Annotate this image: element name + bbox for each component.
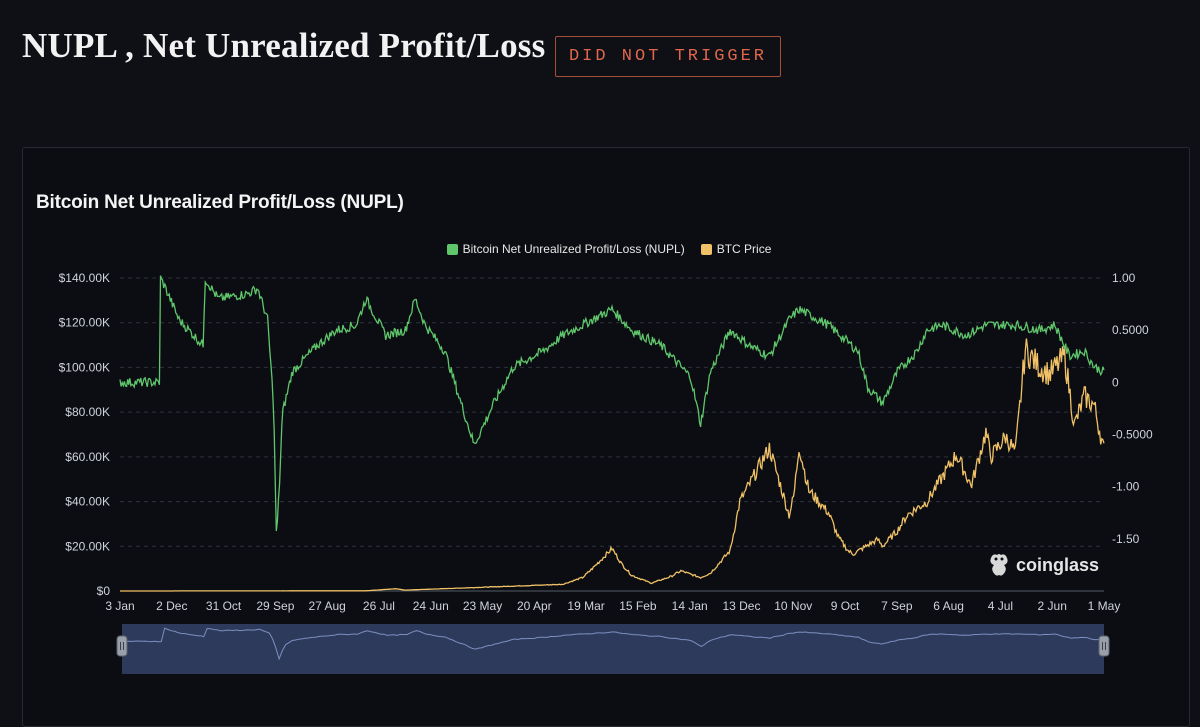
x-tick-label: 20 Apr bbox=[517, 599, 552, 613]
legend-item-btc-price[interactable]: BTC Price bbox=[700, 242, 772, 256]
x-tick-label: 29 Sep bbox=[256, 599, 294, 613]
x-tick-label: 2 Jun bbox=[1038, 599, 1067, 613]
x-tick-label: 6 Aug bbox=[933, 599, 964, 613]
navigator-right-handle[interactable] bbox=[1098, 635, 1110, 657]
legend-swatch-btc-price bbox=[700, 243, 712, 255]
y-left-tick-label: $100.00K bbox=[59, 360, 110, 374]
x-tick-label: 26 Jul bbox=[363, 599, 395, 613]
x-tick-label: 24 Jun bbox=[413, 599, 449, 613]
x-tick-label: 31 Oct bbox=[206, 599, 242, 613]
y-left-tick-label: $40.00K bbox=[65, 495, 110, 509]
trigger-status-badge: DID NOT TRIGGER bbox=[555, 36, 781, 77]
y-right-tick-label: 1.00 bbox=[1112, 271, 1136, 285]
y-left-tick-label: $80.00K bbox=[65, 405, 110, 419]
y-right-tick-label: -1.00 bbox=[1112, 480, 1140, 494]
x-tick-label: 13 Dec bbox=[722, 599, 760, 613]
y-left-tick-label: $120.00K bbox=[59, 316, 110, 330]
x-tick-label: 15 Feb bbox=[619, 599, 657, 613]
y-right-tick-label: 0.5000 bbox=[1112, 323, 1149, 337]
x-tick-label: 3 Jan bbox=[105, 599, 134, 613]
coinglass-logo-text: coinglass bbox=[1016, 554, 1100, 575]
y-right-tick-label: -0.5000 bbox=[1112, 428, 1153, 442]
legend-item-nupl[interactable]: Bitcoin Net Unrealized Profit/Loss (NUPL… bbox=[446, 242, 685, 256]
x-tick-label: 14 Jan bbox=[672, 599, 708, 613]
legend-swatch-nupl bbox=[446, 243, 458, 255]
navigator-mini-line bbox=[121, 627, 1105, 661]
x-tick-label: 4 Jul bbox=[988, 599, 1013, 613]
x-tick-label: 27 Aug bbox=[308, 599, 345, 613]
legend-label-btc-price: BTC Price bbox=[716, 242, 772, 256]
x-tick-label: 7 Sep bbox=[881, 599, 913, 613]
y-left-tick-label: $140.00K bbox=[59, 271, 110, 285]
chart-legend: Bitcoin Net Unrealized Profit/Loss (NUPL… bbox=[0, 242, 1200, 256]
y-left-tick-label: $60.00K bbox=[65, 450, 110, 464]
navigator-left-handle[interactable] bbox=[116, 635, 128, 657]
y-right-tick-label: 0 bbox=[1112, 375, 1119, 389]
x-tick-label: 19 Mar bbox=[567, 599, 604, 613]
x-tick-label: 23 May bbox=[463, 599, 502, 613]
y-right-tick-label: -1.50 bbox=[1112, 532, 1140, 546]
btc-price-line bbox=[120, 338, 1105, 592]
y-left-tick-label: $20.00K bbox=[65, 539, 110, 553]
x-tick-label: 10 Nov bbox=[774, 599, 812, 613]
legend-label-nupl: Bitcoin Net Unrealized Profit/Loss (NUPL… bbox=[462, 242, 685, 256]
page-title: NUPL , Net Unrealized Profit/Loss bbox=[22, 26, 546, 65]
nupl-line bbox=[119, 275, 1105, 532]
x-tick-label: 9 Oct bbox=[831, 599, 860, 613]
chart-title: Bitcoin Net Unrealized Profit/Loss (NUPL… bbox=[36, 192, 404, 213]
coinglass-logo: coinglass bbox=[988, 552, 1099, 578]
x-tick-label: 1 May bbox=[1088, 599, 1121, 613]
x-tick-label: 2 Dec bbox=[156, 599, 187, 613]
y-left-tick-label: $0 bbox=[97, 584, 111, 598]
coinglass-frog-icon bbox=[990, 554, 1008, 576]
